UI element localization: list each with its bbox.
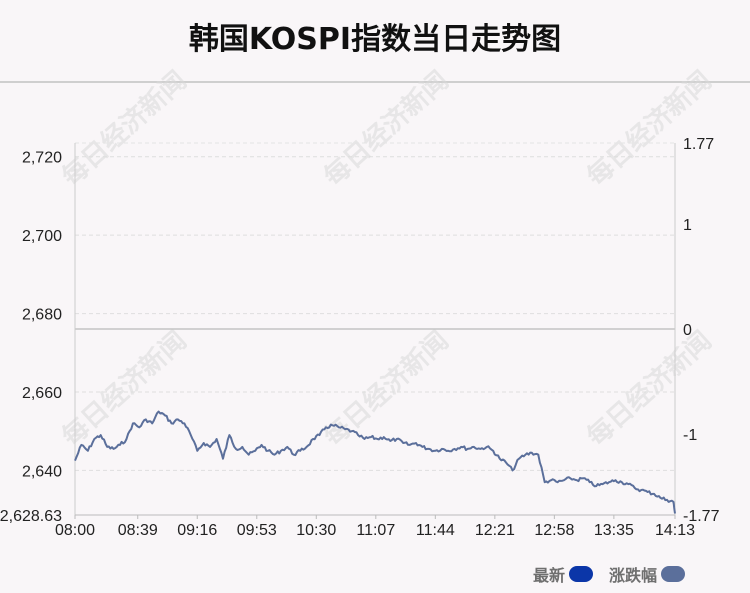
watermark-2: 每日经济新闻 bbox=[581, 65, 718, 192]
x-tick-10: 14:13 bbox=[655, 522, 695, 539]
y-axis-left-ticks: 2,720 2,700 2,680 2,660 2,640 2,628.63 bbox=[0, 150, 62, 525]
chart-title: 韩国KOSPI指数当日走势图 bbox=[188, 22, 562, 57]
y-axis-right-ticks: 1.77 1 0 -1 -1.77 bbox=[683, 136, 720, 525]
y-right-tick-3: -1 bbox=[683, 427, 697, 444]
x-tick-9: 13:35 bbox=[594, 522, 634, 539]
legend-item-change[interactable]: 涨跌幅 bbox=[609, 563, 686, 585]
y-left-tick-2: 2,680 bbox=[22, 307, 62, 324]
watermark-4: 每日经济新闻 bbox=[318, 325, 455, 452]
x-tick-3: 09:53 bbox=[237, 522, 277, 539]
x-tick-5: 11:07 bbox=[356, 522, 395, 539]
title-divider bbox=[0, 81, 750, 83]
x-tick-0: 08:00 bbox=[55, 522, 95, 539]
x-tick-1: 08:39 bbox=[118, 522, 158, 539]
y-right-tick-0: 1.77 bbox=[683, 136, 714, 153]
watermark-1: 每日经济新闻 bbox=[318, 65, 455, 192]
y-right-tick-2: 0 bbox=[683, 322, 692, 339]
y-left-tick-4: 2,640 bbox=[22, 463, 62, 480]
grid-lines bbox=[75, 142, 675, 516]
x-tick-2: 09:16 bbox=[177, 522, 217, 539]
legend-swatch-latest bbox=[569, 566, 594, 582]
axes bbox=[74, 143, 676, 516]
y-left-tick-5: 2,628.63 bbox=[0, 508, 62, 525]
x-axis-ticks: 08:00 08:39 09:16 09:53 10:30 11:07 11:44 12:21… bbox=[55, 515, 695, 539]
y-left-tick-1: 2,700 bbox=[22, 228, 62, 245]
series-lines bbox=[74, 410, 676, 514]
series-line-0 bbox=[74, 410, 676, 514]
y-right-tick-4: -1.77 bbox=[683, 508, 720, 525]
y-right-tick-1: 1 bbox=[683, 217, 692, 234]
x-tick-8: 12:58 bbox=[534, 522, 574, 539]
watermark-0: 每日经济新闻 bbox=[56, 65, 193, 192]
legend-item-latest[interactable]: 最新 bbox=[533, 563, 594, 585]
legend-label-change: 涨跌幅 bbox=[609, 566, 658, 585]
y-left-tick-3: 2,660 bbox=[22, 385, 62, 402]
x-tick-6: 11:44 bbox=[416, 522, 455, 539]
watermark-3: 每日经济新闻 bbox=[56, 325, 193, 452]
legend-swatch-change bbox=[661, 566, 686, 582]
legend-label-latest: 最新 bbox=[533, 566, 566, 585]
y-left-tick-0: 2,720 bbox=[22, 150, 62, 167]
x-tick-7: 12:21 bbox=[475, 522, 515, 539]
x-tick-4: 10:30 bbox=[296, 522, 336, 539]
